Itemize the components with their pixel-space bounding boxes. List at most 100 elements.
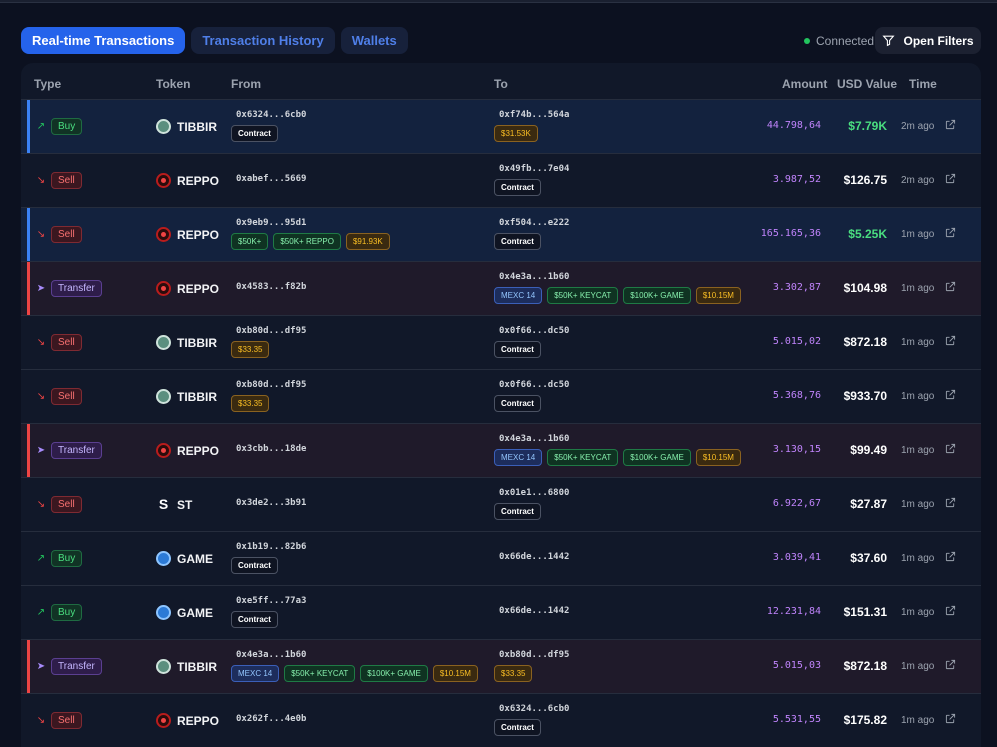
external-link-icon[interactable] bbox=[945, 605, 956, 619]
from-cell: 0x1b19...82b6 Contract bbox=[231, 542, 306, 574]
wallet-tag[interactable]: Contract bbox=[231, 125, 278, 142]
to-address[interactable]: 0xb80d...df95 bbox=[499, 650, 570, 660]
wallet-tag[interactable]: $50K+ bbox=[231, 233, 269, 250]
wallet-tag[interactable]: $91.93K bbox=[345, 233, 390, 250]
external-link-icon[interactable] bbox=[945, 551, 956, 565]
table-row[interactable]: ➤ Transfer TIBBIR 0x4e3a...1b60 MEXC 14 $50K+… bbox=[21, 639, 981, 694]
wallet-tag[interactable]: $100K+ GAME bbox=[623, 449, 691, 466]
from-address[interactable]: 0xabef...5669 bbox=[236, 174, 307, 184]
to-address[interactable]: 0xf504...e222 bbox=[499, 218, 570, 228]
to-address[interactable]: 0x66de...1442 bbox=[499, 552, 570, 562]
wallet-tag[interactable]: $10.15M bbox=[432, 665, 478, 682]
from-address[interactable]: 0x3cbb...18de bbox=[236, 444, 307, 454]
amount-value: 5.015,02 bbox=[772, 336, 821, 347]
from-address[interactable]: 0x9eb9...95d1 bbox=[236, 218, 307, 228]
to-address[interactable]: 0x0f66...dc50 bbox=[499, 380, 570, 390]
table-row[interactable]: ↗ Buy GAME 0xe5ff...77a3 Contract 0x66de...14… bbox=[21, 585, 981, 639]
from-address[interactable]: 0x262f...4e0b bbox=[236, 714, 307, 724]
wallet-tag[interactable]: Contract bbox=[494, 341, 541, 358]
to-address[interactable]: 0x01e1...6800 bbox=[499, 488, 570, 498]
wallet-tag[interactable]: $10.15M bbox=[695, 287, 741, 304]
wallet-tag[interactable]: $31.53K bbox=[494, 125, 538, 142]
from-address[interactable]: 0x4583...f82b bbox=[236, 282, 307, 292]
token-symbol: REPPO bbox=[177, 281, 220, 296]
to-address[interactable]: 0x0f66...dc50 bbox=[499, 326, 570, 336]
wallet-tag[interactable]: Contract bbox=[494, 233, 541, 250]
token-symbol: GAME bbox=[177, 605, 213, 620]
amount-value: 6.922,67 bbox=[772, 498, 821, 509]
from-tags: $50K+ $50K+ REPPO $91.93K bbox=[231, 233, 390, 250]
type-cell: ➤ Transfer bbox=[36, 442, 102, 459]
table-row[interactable]: ↘ Sell REPPO 0x262f...4e0b 0x6324...6cb0 Cont… bbox=[21, 693, 981, 747]
external-link-icon[interactable] bbox=[945, 227, 956, 241]
table-row[interactable]: ↘ Sell TIBBIR 0xb80d...df95 $33.35 0x0f66...d… bbox=[21, 315, 981, 369]
to-address[interactable]: 0x6324...6cb0 bbox=[499, 704, 570, 714]
table-row[interactable]: ↘ Sell TIBBIR 0xb80d...df95 $33.35 0x0f66...d… bbox=[21, 369, 981, 423]
row-accent-bar bbox=[27, 154, 30, 208]
table-row[interactable]: ↘ Sell S ST 0x3de2...3b91 0x01e1...6800 Contra… bbox=[21, 477, 981, 531]
to-address[interactable]: 0xf74b...564a bbox=[499, 110, 570, 120]
open-filters-button[interactable]: Open Filters bbox=[875, 27, 981, 54]
from-address[interactable]: 0xb80d...df95 bbox=[236, 326, 307, 336]
external-link-icon[interactable] bbox=[945, 173, 956, 187]
from-address[interactable]: 0x3de2...3b91 bbox=[236, 498, 307, 508]
wallet-tag[interactable]: $100K+ GAME bbox=[623, 287, 691, 304]
time-ago: 1m ago bbox=[901, 283, 935, 294]
wallet-tag[interactable]: $50K+ KEYCAT bbox=[284, 665, 356, 682]
wallet-tag[interactable]: $50K+ KEYCAT bbox=[547, 287, 619, 304]
to-tags: $31.53K bbox=[494, 125, 569, 142]
wallet-tag[interactable]: $33.35 bbox=[494, 665, 533, 682]
table-row[interactable]: ↘ Sell REPPO 0x9eb9...95d1 $50K+ $50K+ REPPO $… bbox=[21, 207, 981, 262]
tab-wallets[interactable]: Wallets bbox=[340, 27, 408, 54]
external-link-icon[interactable] bbox=[945, 497, 956, 511]
wallet-tag[interactable]: $50K+ REPPO bbox=[273, 233, 341, 250]
table-row[interactable]: ➤ Transfer REPPO 0x3cbb...18de 0x4e3a...1b60… bbox=[21, 423, 981, 478]
usd-value: $99.49 bbox=[850, 443, 887, 457]
wallet-tag[interactable]: $100K+ GAME bbox=[360, 665, 428, 682]
transactions-table: Type Token From To Amount USD Value Time… bbox=[21, 63, 981, 747]
wallet-tag[interactable]: Contract bbox=[231, 557, 278, 574]
wallet-tag[interactable]: Contract bbox=[494, 179, 541, 196]
from-address[interactable]: 0x1b19...82b6 bbox=[236, 542, 307, 552]
token-symbol: TIBBIR bbox=[177, 335, 217, 350]
usd-value: $27.87 bbox=[850, 497, 887, 511]
wallet-tag[interactable]: $33.35 bbox=[231, 395, 270, 412]
wallet-tag[interactable]: Contract bbox=[231, 611, 278, 628]
from-address[interactable]: 0xe5ff...77a3 bbox=[236, 596, 307, 606]
external-link-icon[interactable] bbox=[945, 713, 956, 727]
wallet-tag[interactable]: $33.35 bbox=[231, 341, 270, 358]
wallet-tag[interactable]: MEXC 14 bbox=[231, 665, 280, 682]
external-link-icon[interactable] bbox=[945, 119, 956, 133]
from-cell: 0xe5ff...77a3 Contract bbox=[231, 596, 306, 628]
to-tags: Contract bbox=[494, 719, 569, 736]
token-cell: S ST bbox=[156, 497, 193, 512]
type-badge: Buy bbox=[51, 604, 83, 621]
to-address[interactable]: 0x4e3a...1b60 bbox=[499, 434, 570, 444]
external-link-icon[interactable] bbox=[945, 389, 956, 403]
external-link-icon[interactable] bbox=[945, 281, 956, 295]
table-row[interactable]: ↗ Buy TIBBIR 0x6324...6cb0 Contract 0xf74b...… bbox=[21, 99, 981, 154]
wallet-tag[interactable]: MEXC 14 bbox=[494, 287, 543, 304]
to-address[interactable]: 0x66de...1442 bbox=[499, 606, 570, 616]
table-row[interactable]: ↗ Buy GAME 0x1b19...82b6 Contract 0x66de...14… bbox=[21, 531, 981, 585]
to-address[interactable]: 0x49fb...7e04 bbox=[499, 164, 570, 174]
tibbir-token-icon bbox=[156, 389, 171, 404]
from-address[interactable]: 0xb80d...df95 bbox=[236, 380, 307, 390]
external-link-icon[interactable] bbox=[945, 659, 956, 673]
wallet-tag[interactable]: Contract bbox=[494, 503, 541, 520]
tab-realtime-transactions[interactable]: Real-time Transactions bbox=[21, 27, 186, 54]
wallet-tag[interactable]: MEXC 14 bbox=[494, 449, 543, 466]
from-address[interactable]: 0x4e3a...1b60 bbox=[236, 650, 307, 660]
wallet-tag[interactable]: $50K+ KEYCAT bbox=[547, 449, 619, 466]
wallet-tag[interactable]: Contract bbox=[494, 719, 541, 736]
to-address[interactable]: 0x4e3a...1b60 bbox=[499, 272, 570, 282]
wallet-tag[interactable]: $10.15M bbox=[695, 449, 741, 466]
tab-transaction-history[interactable]: Transaction History bbox=[191, 27, 335, 54]
table-row[interactable]: ➤ Transfer REPPO 0x4583...f82b 0x4e3a...1b60… bbox=[21, 261, 981, 316]
wallet-tag[interactable]: Contract bbox=[494, 395, 541, 412]
from-address[interactable]: 0x6324...6cb0 bbox=[236, 110, 307, 120]
row-accent-bar bbox=[27, 100, 30, 154]
external-link-icon[interactable] bbox=[945, 335, 956, 349]
table-row[interactable]: ↘ Sell REPPO 0xabef...5669 0x49fb...7e04 Cont… bbox=[21, 153, 981, 207]
external-link-icon[interactable] bbox=[945, 443, 956, 457]
